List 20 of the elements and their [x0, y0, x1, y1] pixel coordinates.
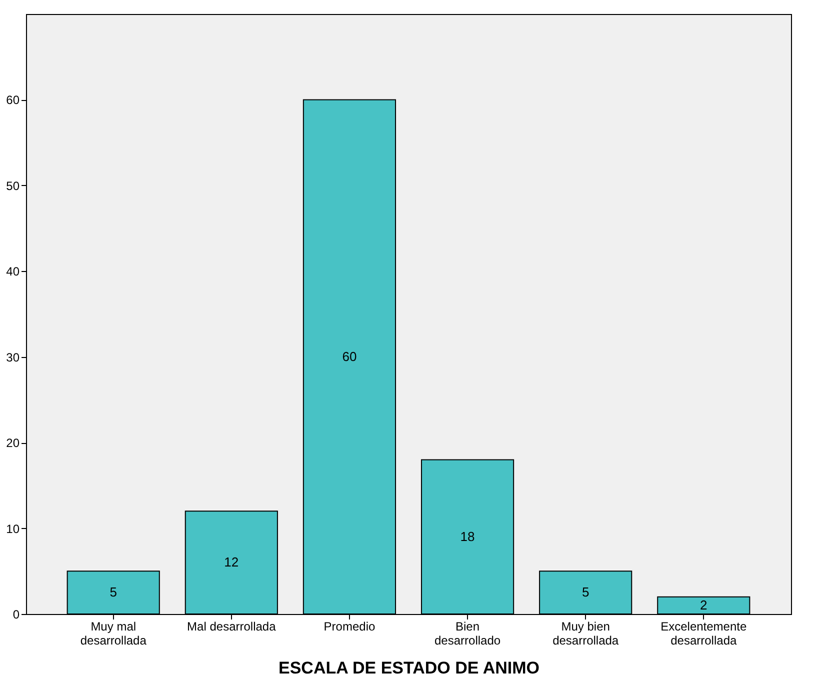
y-tick-label: 20 [6, 436, 20, 450]
x-tick-label: Bien desarrollado [434, 620, 501, 648]
data-label: 60 [342, 348, 357, 364]
data-label: 12 [224, 554, 239, 570]
y-tick-label: 40 [6, 264, 20, 279]
y-tick-label: 50 [6, 178, 20, 193]
x-tick-label: Mal desarrollada [187, 620, 276, 634]
data-label: 5 [110, 584, 117, 600]
y-tick-label: 30 [6, 350, 20, 364]
x-tick-label: Muy mal desarrollada [80, 620, 147, 648]
data-label: 18 [460, 528, 475, 544]
y-tick-label: 60 [6, 93, 20, 108]
y-tick-label: 0 [12, 608, 20, 622]
x-tick-label: Excelentemente desarrollada [660, 620, 747, 648]
data-label: 5 [582, 584, 590, 600]
x-axis-title: ESCALA DE ESTADO DE ANIMO [278, 658, 540, 678]
x-tick-label: Muy bien desarrollada [552, 620, 619, 648]
x-tick-label: Promedio [324, 620, 376, 634]
data-label: 2 [700, 597, 708, 612]
y-tick-label: 10 [6, 522, 20, 536]
